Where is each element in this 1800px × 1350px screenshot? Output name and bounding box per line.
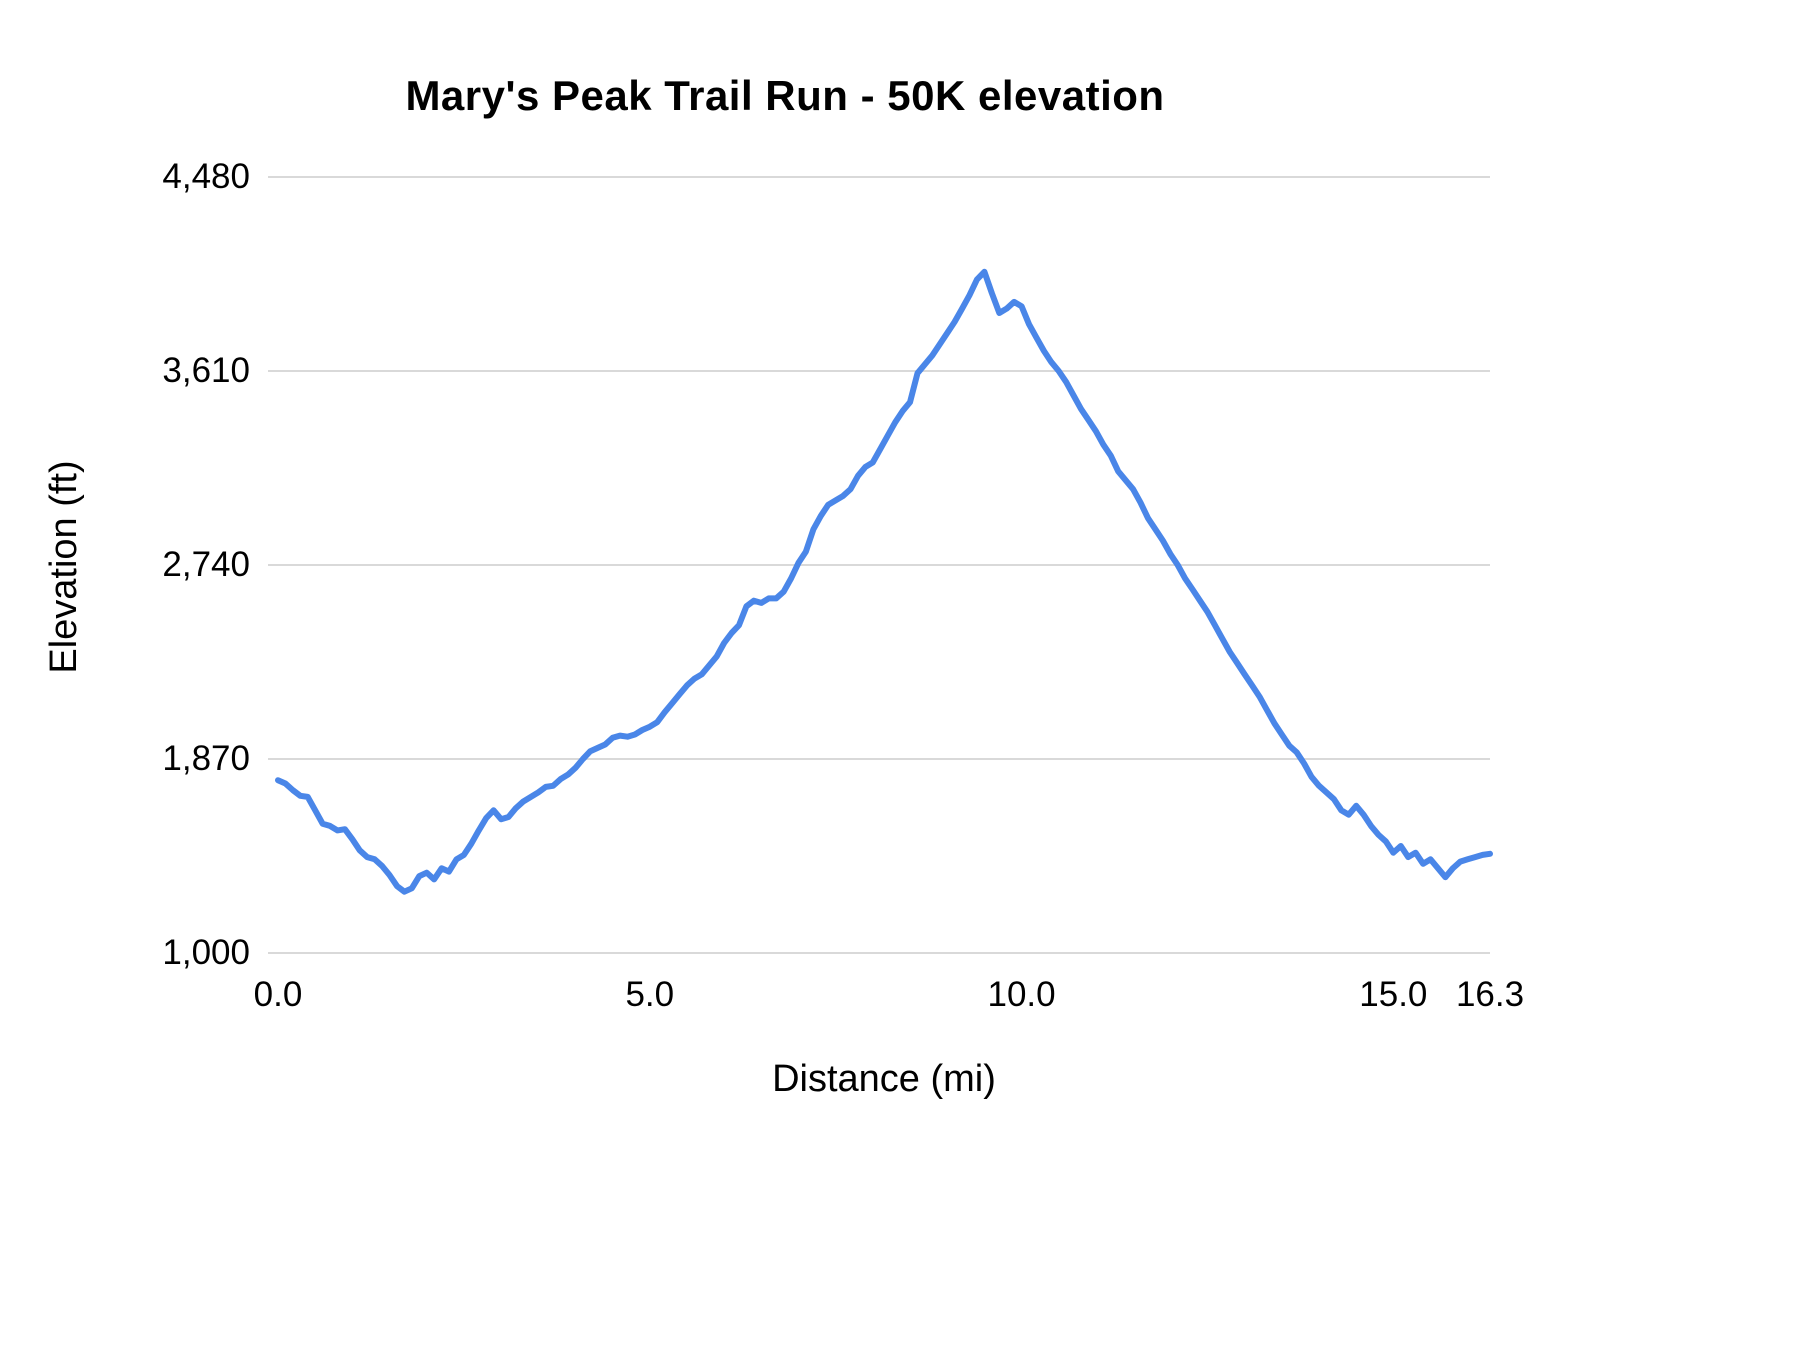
y-tick-label: 1,000 — [162, 933, 250, 972]
y-tick-label: 2,740 — [162, 545, 250, 584]
y-tick-label: 4,480 — [162, 157, 250, 196]
x-tick-label: 5.0 — [625, 975, 675, 1014]
elevation-series-line — [275, 268, 1493, 895]
y-tick-label: 1,870 — [162, 739, 250, 778]
chart-title: Mary's Peak Trail Run - 50K elevation — [405, 72, 1165, 120]
y-tick-label: 3,610 — [162, 351, 250, 390]
x-axis-title: Distance (mi) — [772, 1058, 996, 1100]
x-tick-label: 10.0 — [987, 975, 1056, 1014]
x-tick-label: 16.3 — [1455, 975, 1525, 1014]
x-tick-label: 0.0 — [253, 975, 303, 1014]
x-tick-label: 15.0 — [1359, 975, 1428, 1014]
